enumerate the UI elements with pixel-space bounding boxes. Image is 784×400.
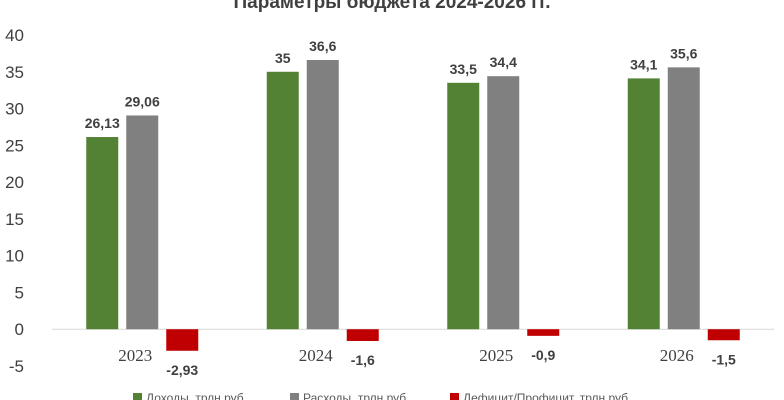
bar-2026-series-0 (627, 78, 660, 330)
data-label: 35 (275, 50, 291, 66)
y-tick-label: -5 (9, 357, 24, 376)
bar-2024-series-0 (266, 71, 299, 330)
data-label: 26,13 (85, 115, 120, 131)
data-label: -2,93 (166, 362, 198, 378)
bar-2026-series-2 (707, 329, 740, 341)
y-tick-label: 35 (5, 63, 24, 82)
legend: Доходы, трлн руб Расходы, трлн руб Дефицит… (133, 391, 628, 400)
legend-swatch (450, 393, 459, 400)
data-label: 34,1 (630, 56, 657, 72)
bar-2023-series-2 (166, 329, 199, 351)
y-tick-label: 0 (15, 320, 24, 339)
legend-label: Доходы, трлн руб (146, 391, 244, 400)
data-label: 34,4 (490, 54, 517, 70)
bar-2024-series-2 (346, 329, 379, 341)
data-label: -1,5 (712, 351, 736, 367)
bar-2025-series-0 (447, 82, 480, 330)
category-label: 2025 (479, 346, 513, 365)
legend-label: Расходы, трлн руб (303, 391, 406, 400)
data-label: -0,9 (531, 347, 555, 363)
y-tick-label: 20 (5, 173, 24, 192)
bar-2026-series-1 (667, 67, 700, 330)
bar-2024-series-1 (306, 60, 339, 330)
y-tick-label: 40 (5, 26, 24, 45)
category-labels: 2023 2024 2025 2026 (118, 346, 694, 365)
data-label: 36,6 (309, 38, 336, 54)
data-label: 35,6 (670, 45, 697, 61)
y-tick-label: 15 (5, 210, 24, 229)
category-label: 2026 (660, 346, 694, 365)
data-labels: 26,13 29,06 -2,93 35 36,6 -1,6 33,5 34,4 -0,9 34,… (85, 38, 736, 378)
legend-label: Дефицит/Профицит, трлн руб (463, 391, 628, 400)
data-label: 33,5 (450, 61, 477, 77)
bar-2023-series-1 (126, 115, 159, 330)
y-tick-label: 10 (5, 247, 24, 266)
data-label: 29,06 (125, 93, 160, 109)
y-tick-label: 25 (5, 136, 24, 155)
chart-title: Параметры бюджета 2024-2026 гг. (234, 0, 551, 13)
bar-2025-series-1 (487, 76, 520, 330)
bar-2023-series-0 (86, 137, 119, 330)
category-label: 2023 (118, 346, 152, 365)
data-label: -1,6 (351, 352, 375, 368)
legend-swatch (133, 393, 142, 400)
legend-swatch (290, 393, 299, 400)
y-axis: -5 0 5 10 15 20 25 30 35 40 (5, 26, 24, 376)
bars (86, 60, 740, 351)
category-label: 2024 (299, 346, 334, 365)
bar-2025-series-2 (527, 329, 560, 336)
y-tick-label: 5 (15, 283, 24, 302)
y-tick-label: 30 (5, 100, 24, 119)
